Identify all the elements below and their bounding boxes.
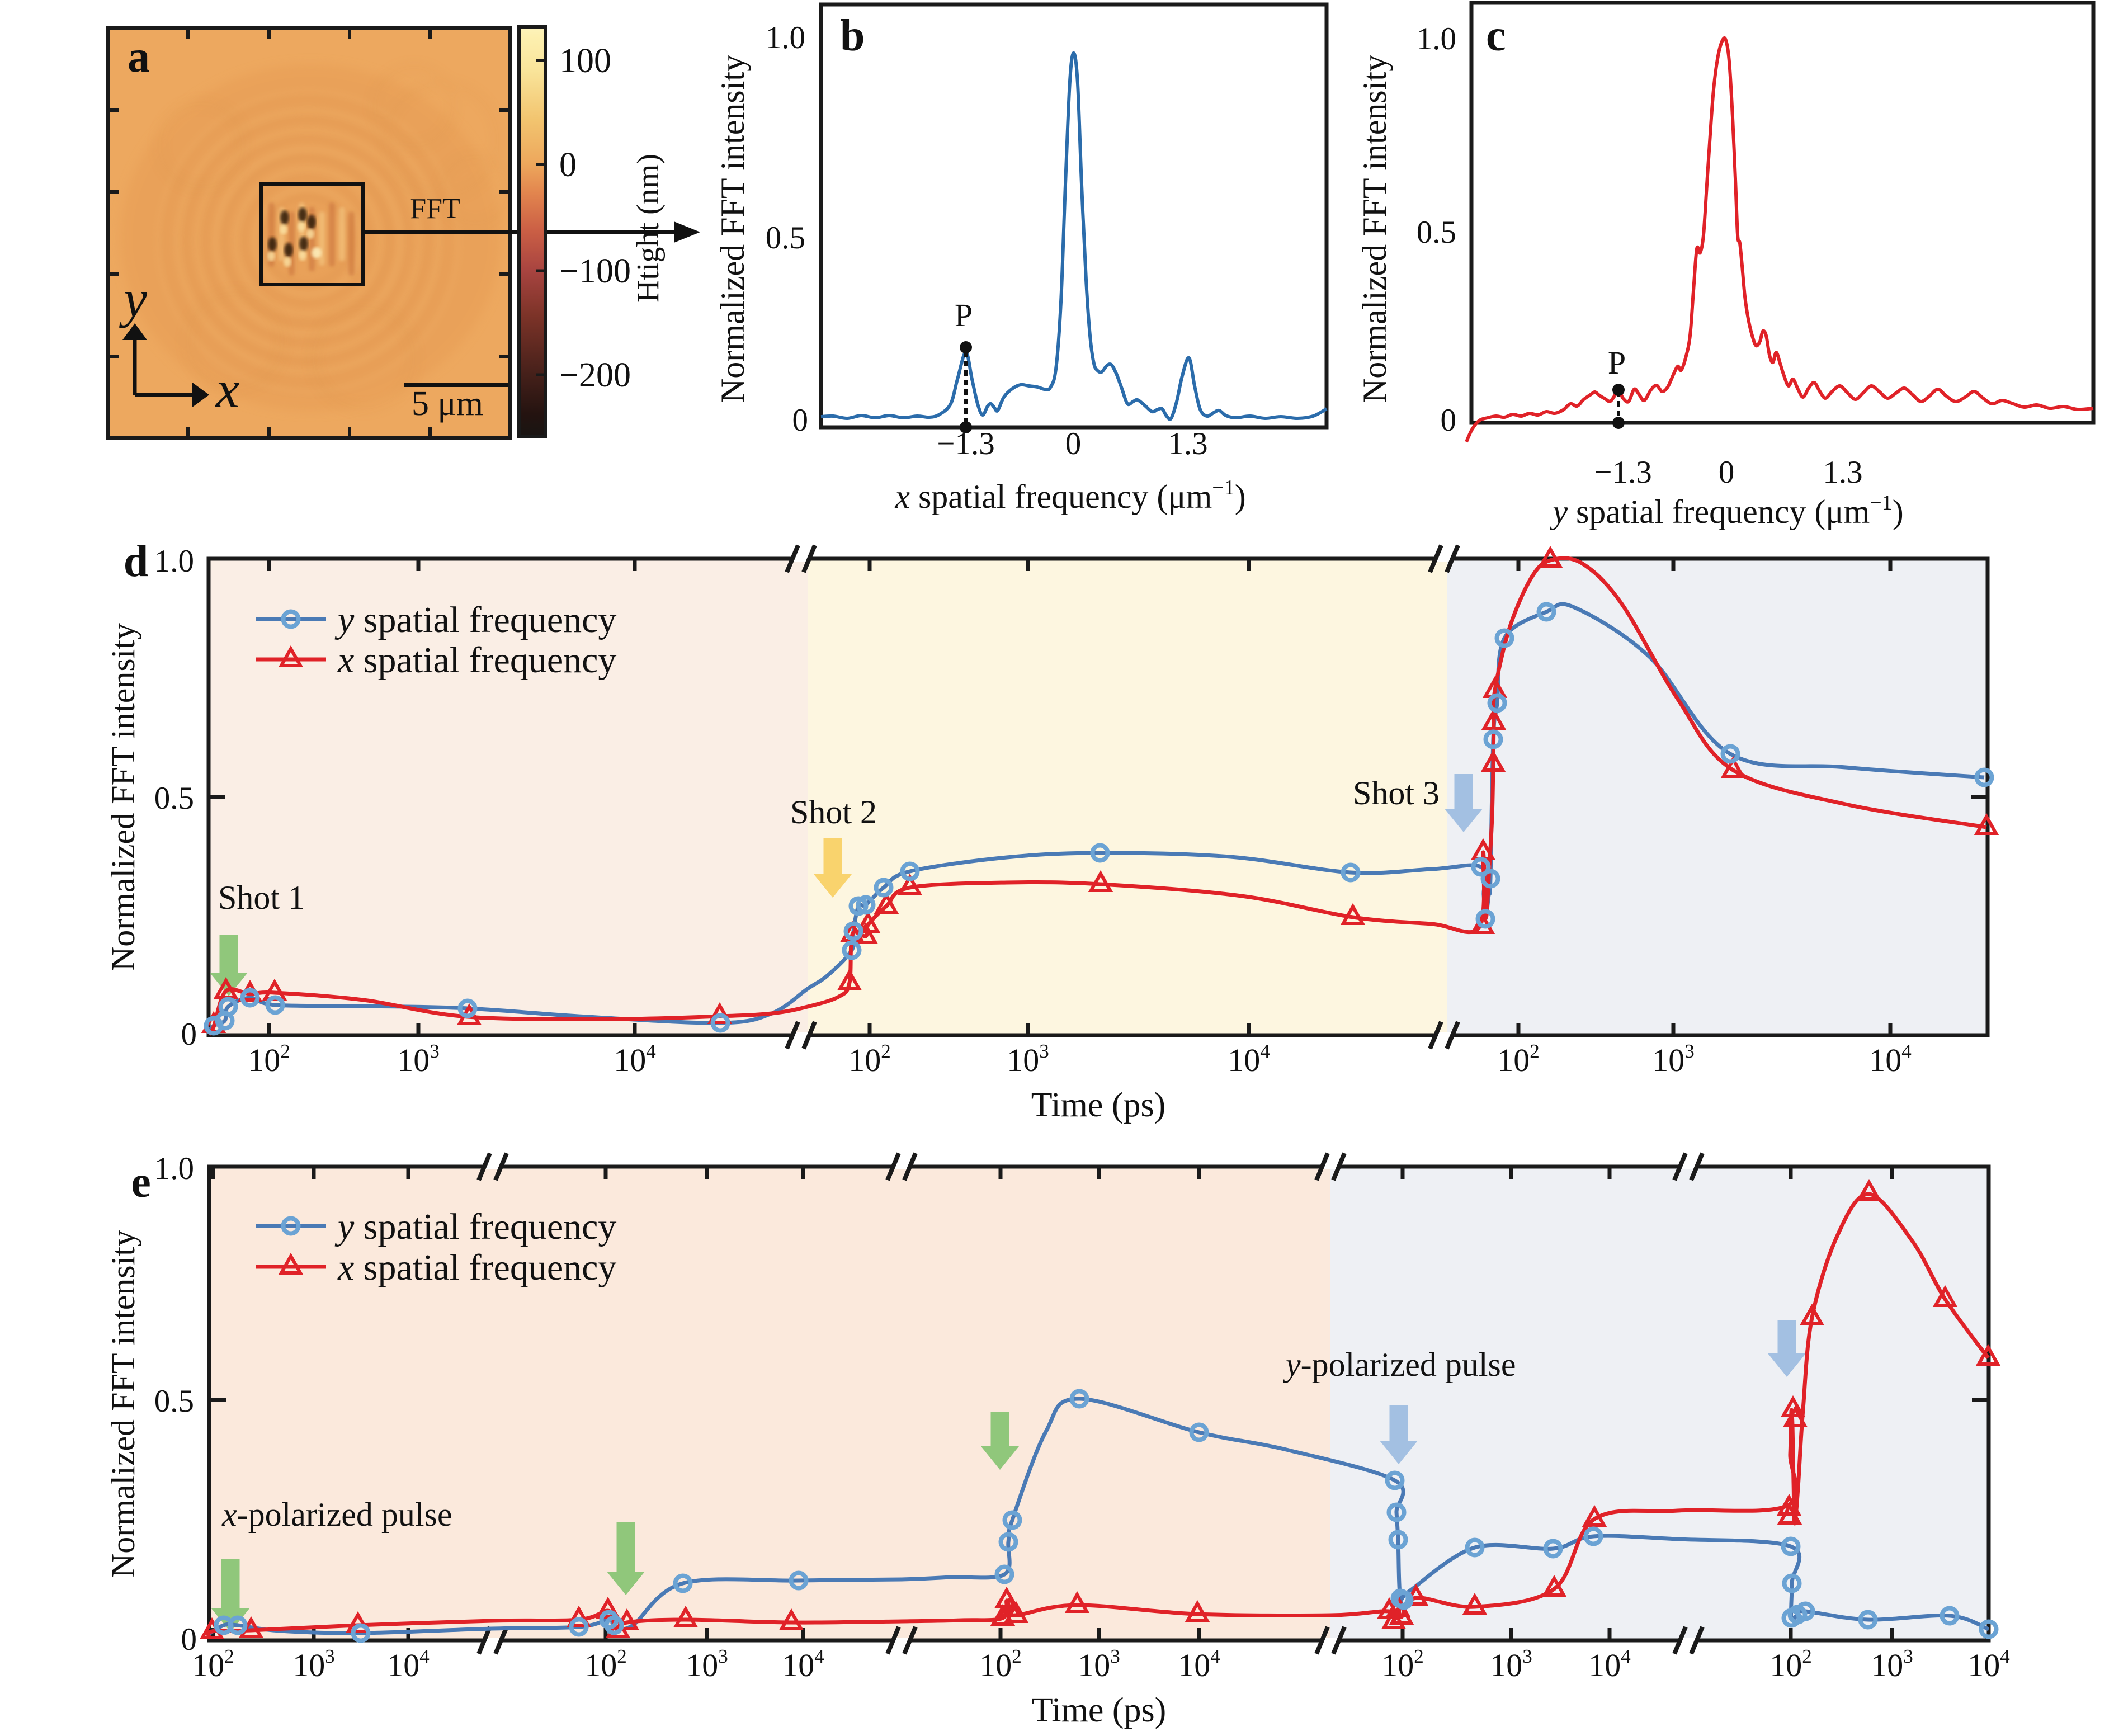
svg-text:d: d — [124, 537, 149, 586]
svg-text:Shot 3: Shot 3 — [1353, 775, 1440, 812]
svg-text:Normalized FFT intensity: Normalized FFT intensity — [714, 55, 751, 403]
svg-text:y spatial frequency (μm−1): y spatial frequency (μm−1) — [1549, 491, 1903, 530]
svg-text:−1.3: −1.3 — [1594, 455, 1651, 490]
svg-text:104: 104 — [614, 1040, 656, 1078]
svg-text:a: a — [128, 32, 150, 82]
svg-text:1.0: 1.0 — [1417, 21, 1456, 56]
svg-text:P: P — [955, 297, 973, 333]
svg-text:1.0: 1.0 — [154, 1151, 194, 1186]
svg-text:−100: −100 — [559, 252, 631, 290]
svg-text:Time (ps): Time (ps) — [1031, 1086, 1166, 1124]
svg-text:x-polarized pulse: x-polarized pulse — [221, 1496, 452, 1533]
svg-text:0.5: 0.5 — [766, 220, 805, 256]
svg-text:Normalized FFT intensity: Normalized FFT intensity — [105, 1230, 141, 1578]
svg-text:0: 0 — [792, 403, 809, 438]
svg-text:1.3: 1.3 — [1823, 455, 1862, 490]
svg-text:Shot 1: Shot 1 — [218, 879, 305, 916]
svg-text:Htight (nm): Htight (nm) — [631, 154, 666, 303]
svg-text:100: 100 — [559, 42, 611, 80]
svg-text:0: 0 — [1441, 403, 1457, 438]
svg-text:0: 0 — [1065, 426, 1082, 461]
svg-text:Shot 2: Shot 2 — [790, 794, 877, 831]
svg-text:Time (ps): Time (ps) — [1032, 1691, 1167, 1729]
svg-text:1.0: 1.0 — [766, 20, 805, 55]
svg-text:1.3: 1.3 — [1168, 426, 1207, 461]
svg-text:5 μm: 5 μm — [412, 385, 483, 423]
svg-text:FFT: FFT — [410, 193, 460, 225]
svg-text:0.5: 0.5 — [154, 781, 194, 816]
svg-text:0: 0 — [1719, 455, 1735, 490]
svg-text:x spatial frequency: x spatial frequency — [337, 640, 616, 681]
svg-text:x spatial frequency: x spatial frequency — [337, 1247, 616, 1288]
svg-text:0: 0 — [181, 1622, 197, 1657]
svg-text:y-polarized pulse: y-polarized pulse — [1282, 1346, 1516, 1383]
svg-text:0.5: 0.5 — [1417, 215, 1456, 250]
svg-text:Normalized FFT intensity: Normalized FFT intensity — [105, 623, 141, 971]
svg-text:0: 0 — [559, 146, 577, 184]
svg-text:x spatial frequency (μm−1): x spatial frequency (μm−1) — [894, 476, 1245, 515]
svg-text:y spatial frequency: y spatial frequency — [334, 600, 616, 640]
svg-text:Normalized FFT intensity: Normalized FFT intensity — [1356, 55, 1393, 403]
svg-text:y: y — [119, 269, 148, 328]
svg-text:0: 0 — [181, 1017, 197, 1052]
svg-text:P: P — [1608, 345, 1626, 381]
svg-text:1.0: 1.0 — [154, 544, 194, 579]
svg-text:y spatial frequency: y spatial frequency — [334, 1206, 616, 1247]
svg-text:e: e — [131, 1158, 151, 1207]
svg-text:103: 103 — [1007, 1040, 1049, 1078]
svg-text:b: b — [840, 11, 865, 60]
svg-text:0.5: 0.5 — [154, 1384, 194, 1419]
svg-text:−200: −200 — [559, 356, 631, 394]
svg-text:c: c — [1486, 11, 1506, 60]
svg-text:x: x — [215, 360, 239, 419]
